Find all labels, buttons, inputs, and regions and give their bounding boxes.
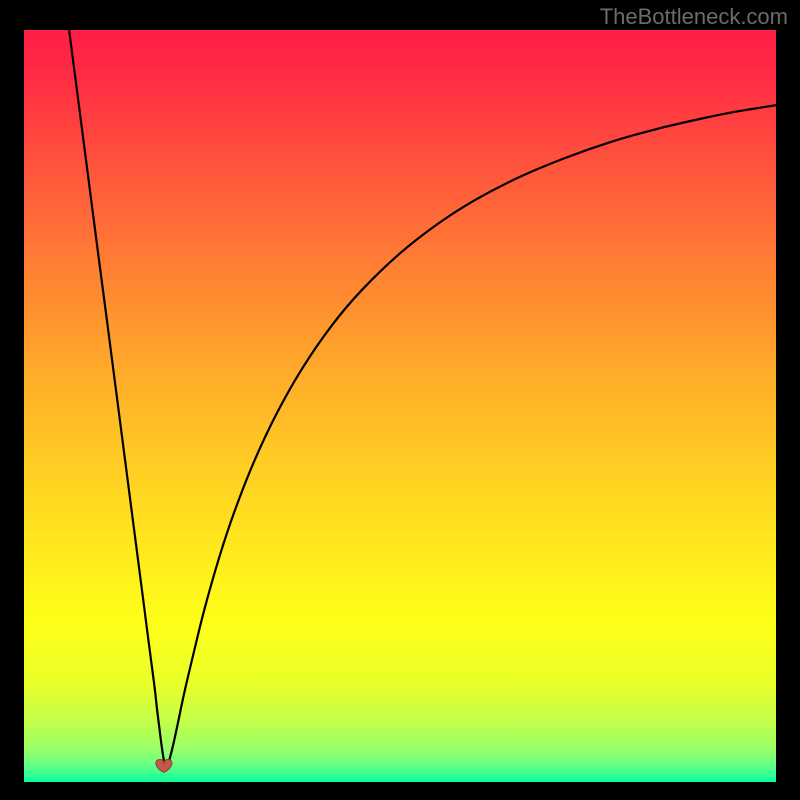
gradient-background <box>24 30 776 782</box>
plot-area <box>24 30 776 782</box>
plot-svg <box>24 30 776 782</box>
chart-frame: TheBottleneck.com <box>0 0 800 800</box>
attribution-text: TheBottleneck.com <box>600 4 788 30</box>
